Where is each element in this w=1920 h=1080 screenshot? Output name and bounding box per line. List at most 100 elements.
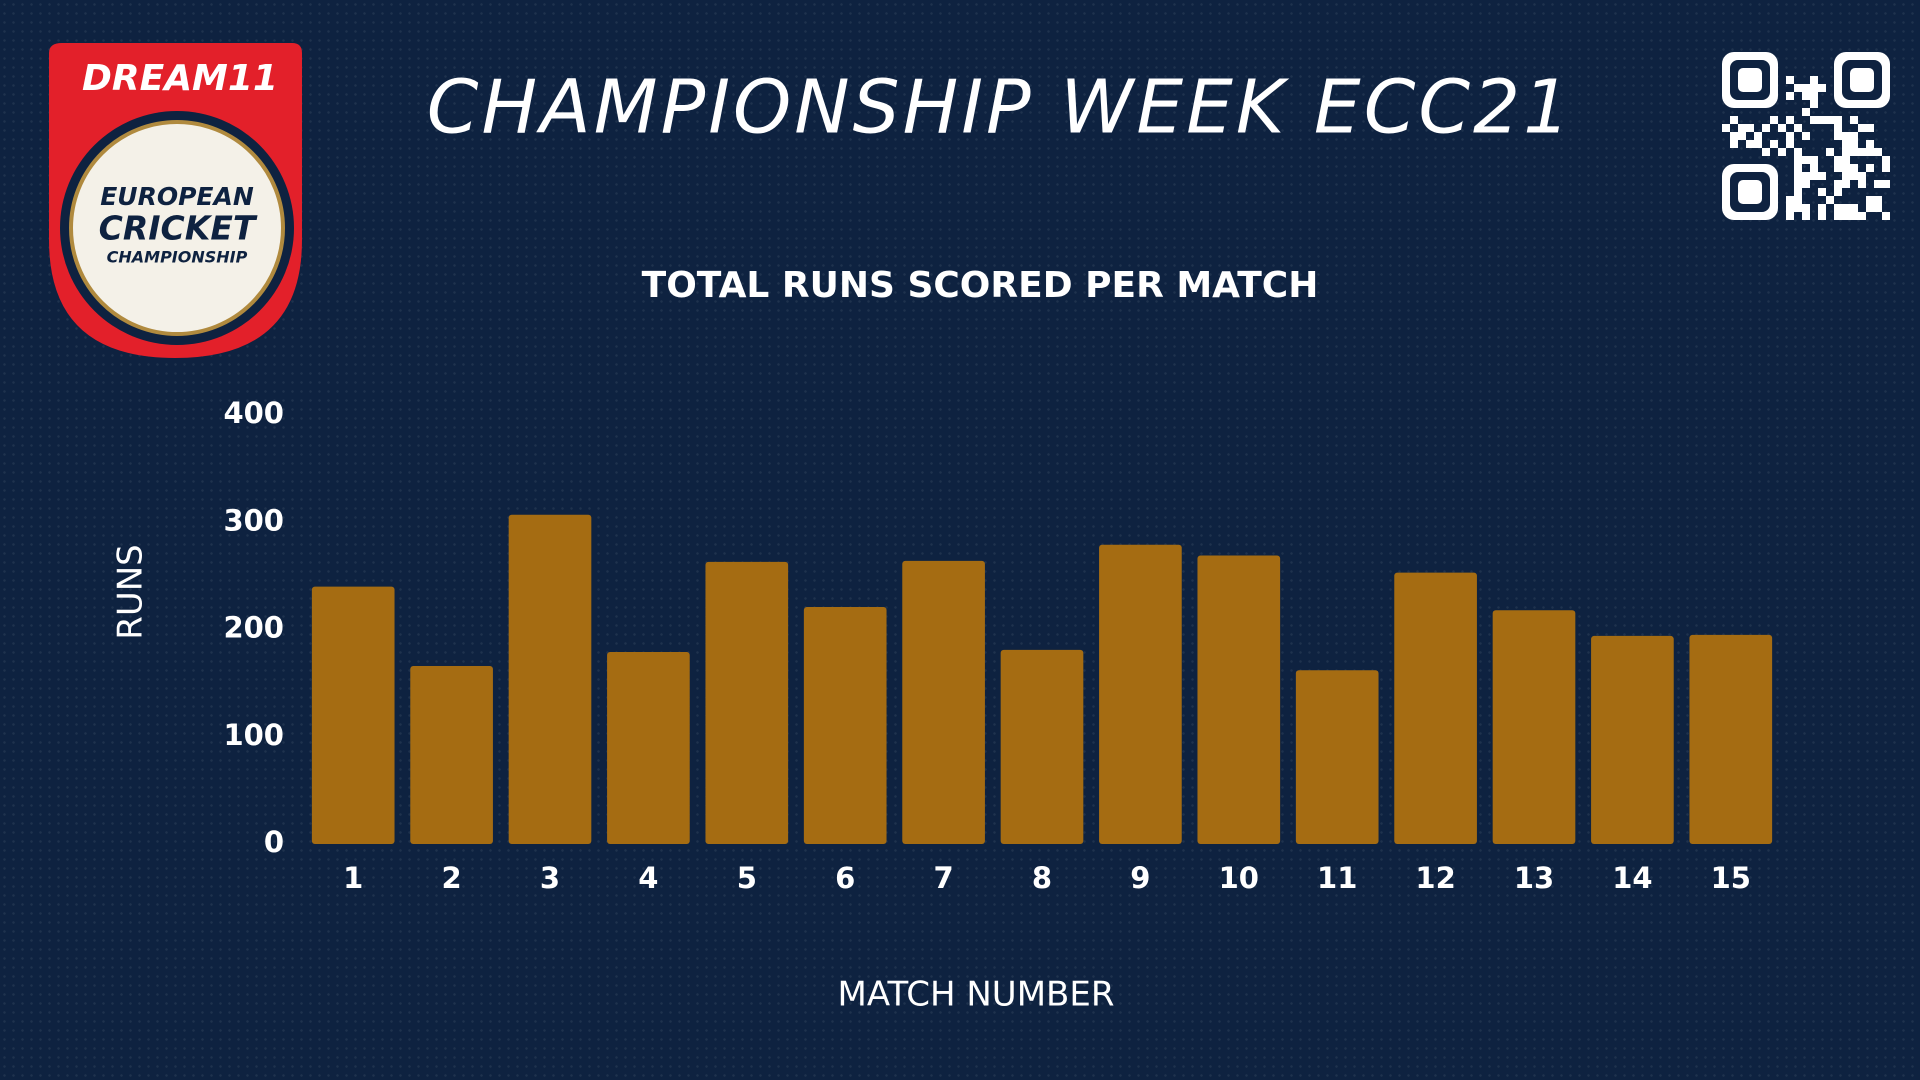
qr-cell [1882,180,1890,188]
qr-cell [1818,116,1826,124]
qr-cell [1730,140,1738,148]
qr-cell [1842,180,1850,188]
qr-cell [1802,172,1810,180]
y-tick-label: 100 [223,718,284,752]
bar [1492,610,1576,844]
bar [508,514,592,844]
qr-cell [1810,84,1818,92]
qr-cell [1826,148,1834,156]
qr-cell [1802,132,1810,140]
qr-cell [1818,84,1826,92]
qr-cell [1834,164,1842,172]
bar [311,586,395,844]
qr-cell [1802,92,1810,100]
qr-cell [1810,76,1818,84]
qr-cell [1786,212,1794,220]
qr-cell [1858,172,1866,180]
qr-cell [1850,172,1858,180]
logo-text: EUROPEAN [100,182,254,211]
qr-cell [1842,140,1850,148]
qr-cell [1842,148,1850,156]
qr-cell [1842,164,1850,172]
x-tick-label: 7 [934,861,954,895]
qr-cell [1850,164,1858,172]
qr-cell [1826,196,1834,204]
x-tick-label: 3 [540,861,560,895]
qr-cell [1754,132,1762,140]
qr-cell [1770,116,1778,124]
x-tick-label: 13 [1514,861,1554,895]
x-tick-label: 10 [1219,861,1259,895]
qr-cell [1810,156,1818,164]
qr-cell [1754,140,1762,148]
x-tick-label: 15 [1711,861,1751,895]
y-tick-label: 0 [264,825,284,859]
qr-cell [1730,132,1738,140]
qr-cell [1802,156,1810,164]
qr-cell [1810,100,1818,108]
qr-cell [1850,116,1858,124]
qr-cell [1762,124,1770,132]
qr-cell [1738,132,1746,140]
qr-cell [1810,116,1818,124]
qr-cell [1842,132,1850,140]
banner-title: CHAMPIONSHIP WEEK ECC21 [427,65,1573,151]
x-tick-label: 9 [1130,861,1150,895]
qr-cell [1810,92,1818,100]
qr-cell [1786,92,1794,100]
qr-cell [1722,124,1730,132]
qr-cell [1786,196,1794,204]
qr-cell [1746,124,1754,132]
qr-cell [1874,180,1882,188]
qr-cell [1842,212,1850,220]
x-tick-label: 2 [442,861,462,895]
logo-brand: DREAM11 [82,58,278,99]
qr-cell [1834,132,1842,140]
qr-cell [1786,116,1794,124]
x-tick-label: 12 [1415,861,1455,895]
x-tick-label: 11 [1317,861,1357,895]
qr-cell [1810,164,1818,172]
qr-cell [1802,212,1810,220]
bar [705,561,789,844]
qr-cell [1802,84,1810,92]
qr-cell [1834,204,1842,212]
qr-cell [1794,156,1802,164]
qr-cell [1842,204,1850,212]
qr-cell [1850,212,1858,220]
qr-code [1722,52,1890,220]
qr-cell [1882,212,1890,220]
qr-cell [1850,132,1858,140]
qr-cell [1794,196,1802,204]
y-tick-label: 200 [223,611,284,645]
qr-cell [1794,84,1802,92]
qr-cell [1858,124,1866,132]
qr-cell [1850,148,1858,156]
qr-cell [1802,108,1810,116]
qr-cell [1794,172,1802,180]
bar [902,560,985,844]
x-tick-label: 6 [835,861,855,895]
qr-cell [1786,132,1794,140]
qr-cell [1746,140,1754,148]
qr-cell [1858,212,1866,220]
bar [1197,555,1281,844]
qr-cell [1842,156,1850,164]
bar [410,665,493,844]
logo-text: CRICKET [99,209,258,248]
qr-cell [1794,188,1802,196]
logo-ball [69,120,285,336]
y-tick-label: 400 [223,396,284,430]
qr-cell [1770,140,1778,148]
y-tick-label: 300 [223,503,284,537]
qr-finder [1738,68,1762,92]
qr-cell [1730,116,1738,124]
bar [1591,635,1674,844]
qr-cell [1778,148,1786,156]
qr-cell [1866,148,1874,156]
x-tick-label: 5 [737,861,757,895]
bar [1000,649,1084,844]
qr-cell [1794,148,1802,156]
